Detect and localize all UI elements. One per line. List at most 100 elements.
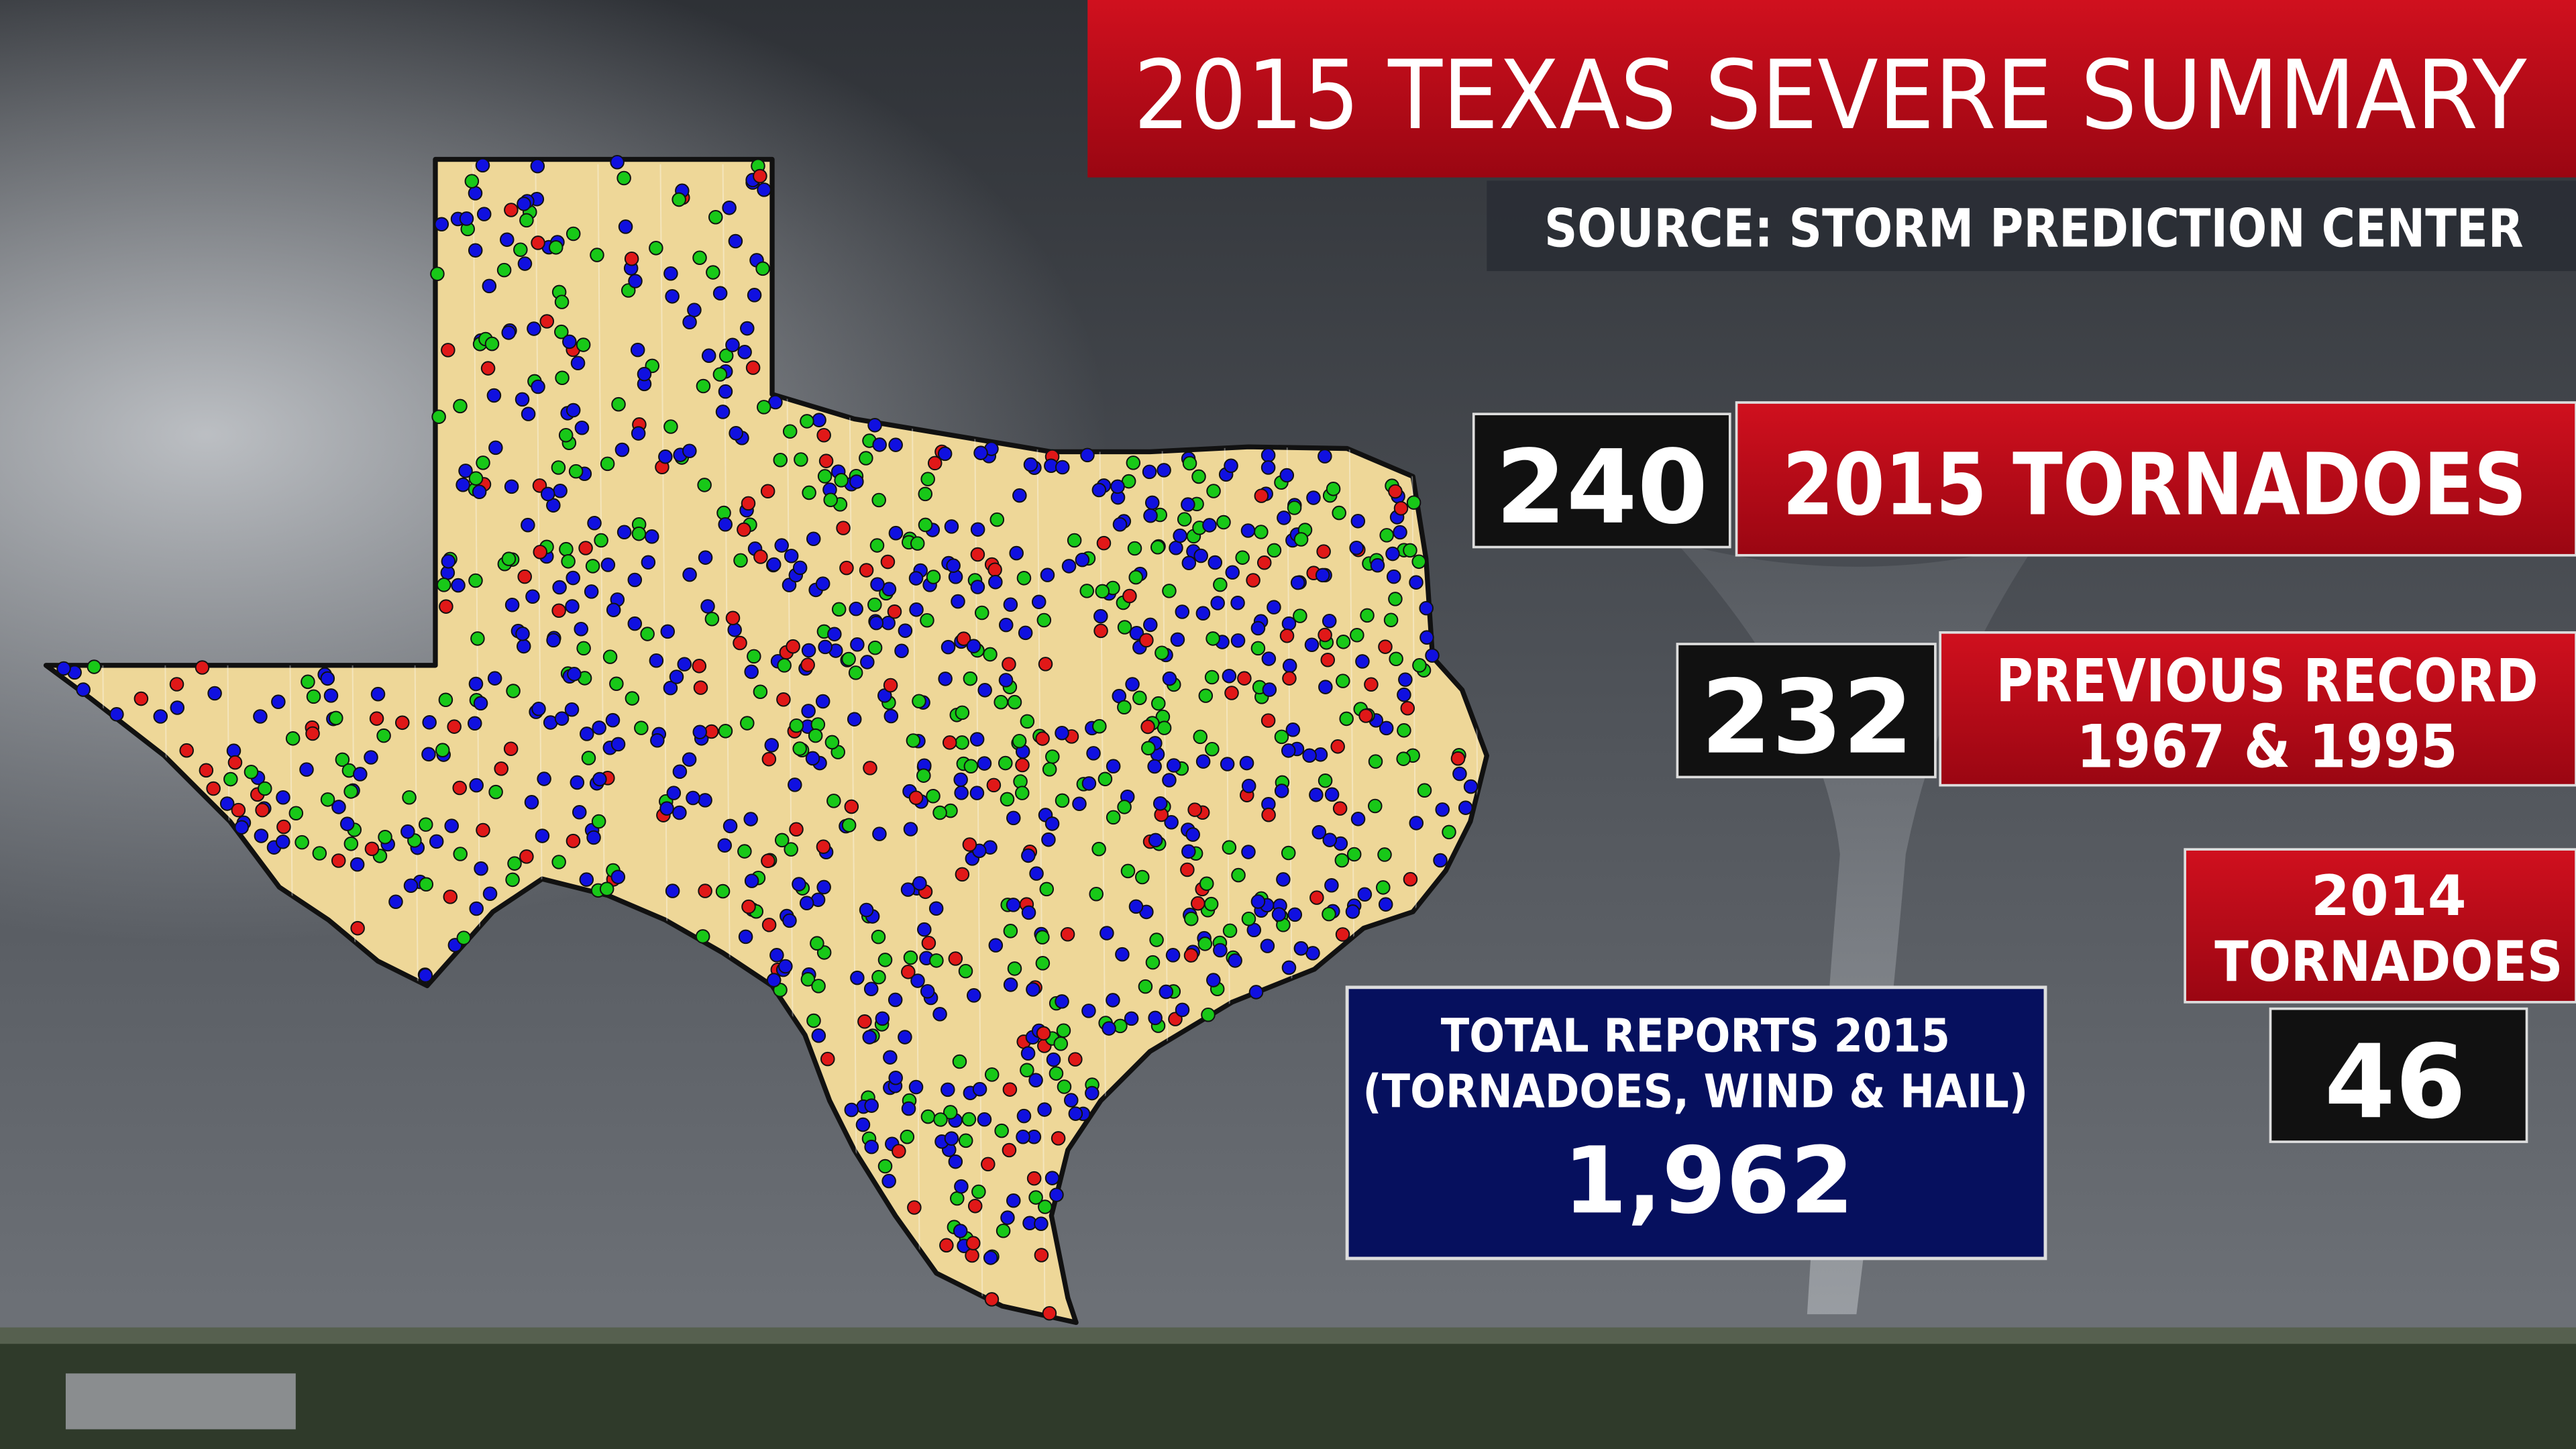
- report-dot: [692, 724, 708, 740]
- report-dot: [464, 174, 480, 189]
- report-dot: [1195, 606, 1211, 621]
- report-dot: [1397, 687, 1411, 702]
- report-dot: [932, 1006, 947, 1022]
- report-dot: [753, 168, 767, 184]
- report-dot: [818, 453, 834, 468]
- report-dot: [1276, 872, 1291, 887]
- report-dot: [1060, 926, 1075, 942]
- report-dot: [452, 780, 467, 796]
- report-dot: [640, 627, 655, 641]
- report-dot: [579, 872, 594, 887]
- report-dot: [1142, 464, 1157, 480]
- report-dot: [696, 378, 711, 394]
- report-dot: [1279, 628, 1295, 643]
- report-dot: [419, 877, 434, 892]
- report-dot: [1035, 731, 1050, 746]
- report-dot: [1246, 573, 1260, 588]
- report-dot: [1021, 905, 1036, 920]
- report-dot: [517, 197, 531, 211]
- report-dot: [928, 901, 944, 916]
- report-dot: [970, 580, 985, 594]
- report-dot: [1378, 897, 1393, 912]
- report-dot: [207, 686, 222, 701]
- report-dot: [708, 209, 723, 225]
- report-dot: [1345, 904, 1360, 919]
- report-dot: [1320, 652, 1336, 667]
- report-dot: [977, 1112, 992, 1127]
- report-dot: [1122, 588, 1137, 604]
- report-dot: [488, 784, 503, 800]
- report-dot: [566, 402, 581, 418]
- report-dot: [533, 545, 547, 559]
- report-dot: [1267, 600, 1281, 614]
- report-dot: [815, 694, 830, 709]
- report-dot: [585, 559, 600, 574]
- report-dot: [566, 226, 581, 241]
- report-dot: [872, 826, 887, 841]
- report-dot: [482, 886, 498, 902]
- report-dot: [1355, 654, 1370, 669]
- report-dot: [1378, 639, 1393, 654]
- report-dot: [776, 692, 791, 707]
- report-dot: [1332, 505, 1346, 521]
- report-dot: [276, 819, 291, 835]
- report-dot: [1081, 1004, 1096, 1018]
- report-dot: [1324, 877, 1339, 893]
- report-dot: [1026, 1171, 1042, 1186]
- report-dot: [744, 873, 759, 888]
- report-dot: [1309, 788, 1324, 802]
- report-dot: [299, 762, 314, 777]
- report-dot: [1039, 881, 1055, 897]
- report-dot: [1213, 577, 1228, 592]
- report-dot: [863, 761, 877, 775]
- report-dot: [701, 348, 716, 363]
- report-dot: [954, 1179, 969, 1194]
- report-dot: [698, 793, 712, 808]
- report-dot: [1037, 1102, 1052, 1117]
- report-dot: [849, 474, 864, 489]
- report-dot: [504, 597, 520, 612]
- report-dot: [170, 700, 185, 715]
- report-dot: [539, 314, 555, 329]
- report-dot: [1148, 1010, 1163, 1026]
- report-dot: [1117, 700, 1132, 715]
- report-dot: [908, 790, 924, 806]
- report-dot: [1409, 816, 1424, 830]
- report-dot: [503, 741, 519, 757]
- report-dot: [794, 452, 808, 467]
- report-dot: [909, 602, 924, 617]
- report-dot: [755, 261, 770, 276]
- report-dot: [871, 929, 886, 945]
- report-dot: [949, 1191, 965, 1206]
- report-dot: [1191, 896, 1205, 911]
- report-dot: [1452, 766, 1467, 782]
- report-dot: [572, 804, 587, 820]
- report-dot: [737, 844, 752, 859]
- report-dot: [592, 771, 607, 787]
- report-dot: [782, 913, 797, 928]
- report-dot: [663, 419, 678, 434]
- report-dot: [418, 968, 433, 983]
- report-dot: [301, 674, 315, 690]
- report-dot: [1180, 862, 1195, 877]
- ground: [0, 1338, 2576, 1449]
- report-dot: [469, 777, 484, 793]
- report-dot: [630, 342, 645, 358]
- report-dot: [1126, 455, 1141, 470]
- report-dot: [955, 867, 970, 882]
- report-dot: [421, 747, 436, 762]
- report-dot: [733, 553, 748, 568]
- report-dot: [1409, 575, 1424, 590]
- report-dot: [867, 418, 882, 433]
- report-dot: [1093, 623, 1108, 639]
- report-dot: [799, 896, 814, 910]
- report-dot: [1208, 555, 1223, 570]
- report-dot: [285, 731, 301, 746]
- report-dot: [712, 367, 728, 382]
- report-dot: [663, 266, 678, 281]
- report-dot: [801, 643, 816, 658]
- report-dot: [517, 569, 532, 584]
- report-dot: [469, 901, 484, 916]
- report-dot: [1026, 982, 1040, 997]
